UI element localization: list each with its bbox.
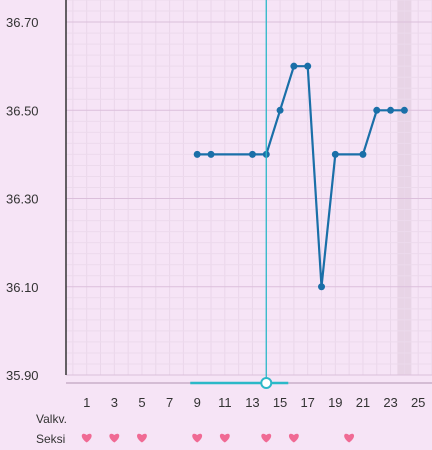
x-tick-label: 15 [273,395,287,410]
x-tick-label: 21 [356,395,370,410]
x-tick-label: 11 [218,395,232,410]
cursor-handle[interactable] [260,377,273,389]
data-point [400,106,408,114]
data-point [387,106,395,114]
x-tick-label: 13 [245,395,259,410]
data-point [248,150,256,158]
data-point [373,106,381,114]
heart-icon [109,433,120,443]
x-tick-label: 1 [83,395,90,410]
seksi-markers [81,433,355,443]
data-points [193,62,408,291]
x-tick-labels: 1 3 5 7 9 11 13 15 17 19 21 23 25 [83,395,425,410]
day-cursor[interactable] [190,0,289,389]
heart-icon [137,433,147,443]
data-point [318,283,326,291]
y-tick-labels: 35.90 36.10 36.30 36.50 36.70 [6,15,39,383]
x-tick-label: 25 [411,395,425,410]
heart-icon [288,433,299,443]
heart-icon [344,433,355,443]
x-tick-label: 17 [300,395,314,410]
x-tick-label: 5 [138,395,145,410]
heart-icon [261,433,272,443]
x-tick-label: 19 [328,395,342,410]
y-tick-label: 36.30 [6,192,39,207]
valkv-row-label: Valkv. [36,412,67,426]
x-tick-label: 3 [111,395,118,410]
x-tick-label: 23 [383,395,397,410]
heart-icon [81,433,92,443]
y-tick-label: 36.70 [6,15,39,30]
heart-icon [192,433,203,443]
data-point [276,106,284,114]
data-point [207,150,215,158]
x-tick-label: 9 [194,395,201,410]
data-point [290,62,298,70]
data-point [331,150,339,158]
y-tick-label: 36.50 [6,103,39,118]
data-point [193,150,201,158]
seksi-row-label: Seksi [36,432,65,446]
x-tick-label: 7 [166,395,173,410]
data-point [304,62,312,70]
y-tick-label: 35.90 [6,368,39,383]
data-point [359,150,367,158]
grid [66,0,432,376]
y-tick-label: 36.10 [6,280,39,295]
heart-icon [219,433,230,443]
